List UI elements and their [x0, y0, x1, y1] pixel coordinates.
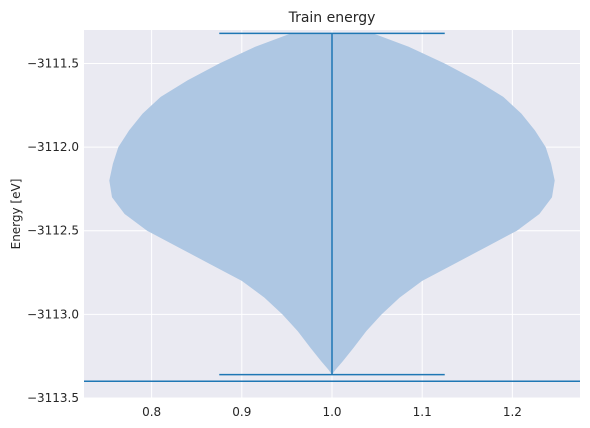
x-tick-label: 1.0	[322, 405, 341, 419]
y-tick-label: −3112.5	[27, 224, 79, 238]
y-tick-labels: −3113.5 −3113.0 −3112.5 −3112.0 −3111.5	[27, 56, 79, 405]
x-tick-label: 0.9	[232, 405, 251, 419]
y-axis-label: Energy [eV]	[9, 179, 23, 250]
y-tick-label: −3113.5	[27, 391, 79, 405]
y-tick-label: −3111.5	[27, 56, 79, 70]
violin-layer	[84, 32, 580, 383]
y-tick-label: −3113.0	[27, 307, 79, 321]
y-tick-label: −3112.0	[27, 140, 79, 154]
chart-title: Train energy	[288, 10, 376, 26]
x-tick-label: 1.2	[503, 405, 522, 419]
x-tick-label: 1.1	[413, 405, 432, 419]
x-tick-label: 0.8	[142, 405, 161, 419]
x-tick-labels: 0.8 0.9 1.0 1.1 1.2	[142, 405, 522, 419]
